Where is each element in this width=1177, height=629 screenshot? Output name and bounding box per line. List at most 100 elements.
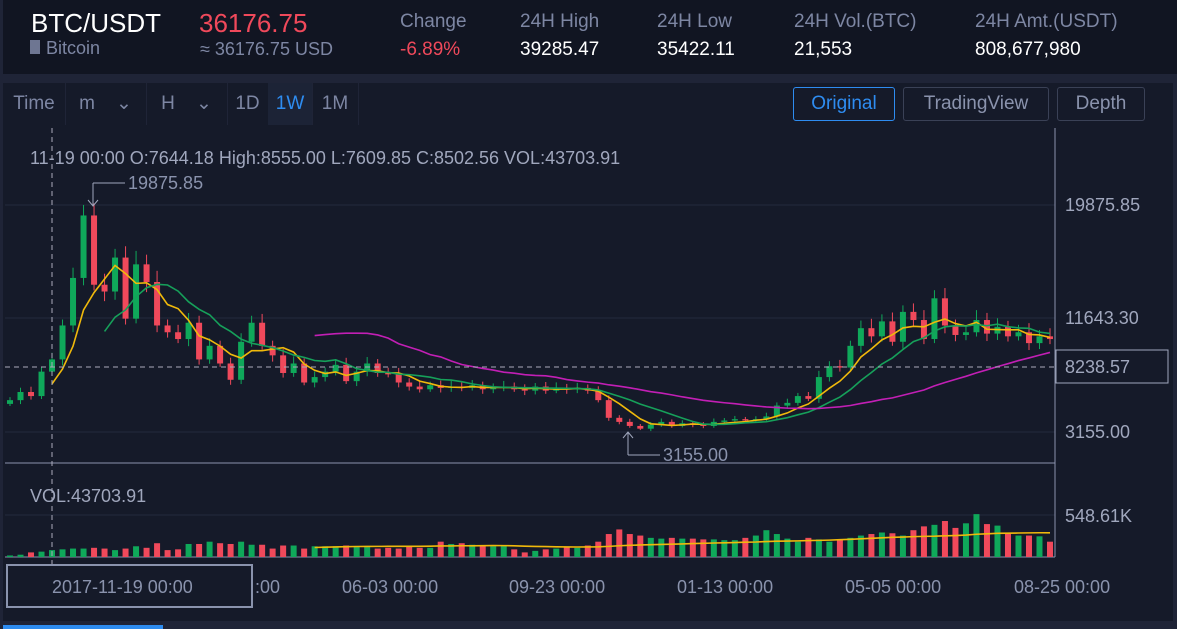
candle — [374, 363, 381, 373]
candle — [952, 325, 959, 335]
volume-bar — [668, 537, 675, 557]
volume-bar — [38, 551, 45, 557]
volume-bar — [899, 535, 906, 557]
candle — [700, 424, 707, 426]
ma-mid-line — [103, 283, 1051, 426]
volume-bar — [437, 541, 444, 557]
volume-bar — [910, 530, 917, 557]
candle — [164, 325, 171, 333]
volume-bar — [500, 545, 507, 557]
price-tick: 3155.00 — [1065, 422, 1130, 442]
candle — [721, 420, 728, 422]
volume-bar — [133, 546, 140, 557]
candle — [763, 416, 770, 420]
price-tick: 19875.85 — [1065, 195, 1140, 215]
volume-bar — [1015, 535, 1022, 557]
view-original-button[interactable]: Original — [793, 87, 895, 121]
volume-bar — [689, 538, 696, 557]
amt-value: 808,677,980 — [975, 39, 1081, 60]
candle — [280, 355, 287, 373]
high-label: 24H High — [520, 11, 600, 32]
hour-dropdown[interactable]: H ⌄ — [146, 83, 228, 125]
volume-bar — [962, 523, 969, 557]
low-value: 35422.11 — [657, 39, 735, 60]
volume-bar — [374, 548, 381, 557]
volume-bar — [395, 548, 402, 557]
candle — [1047, 336, 1053, 340]
volume-bar — [458, 543, 465, 557]
ticker-header: BTC/USDT Bitcoin 36176.75 ≈ 36176.75 USD… — [3, 0, 1177, 74]
interval-1m[interactable]: 1M — [312, 83, 359, 125]
view-tradingview-button[interactable]: TradingView — [903, 87, 1049, 121]
candle — [101, 284, 108, 292]
volume-bar — [679, 538, 686, 557]
hour-label: H — [161, 93, 175, 114]
volume-bar — [721, 540, 728, 557]
volume-bar — [511, 549, 518, 557]
volume-bar — [80, 548, 87, 557]
volume-bar — [637, 535, 644, 557]
crosshair-time: 2017-11-19 00:00 — [52, 577, 193, 597]
coin-name[interactable]: Bitcoin — [30, 38, 100, 59]
minute-dropdown[interactable]: m ⌄ — [65, 83, 147, 125]
candle — [490, 387, 497, 390]
volume-bar — [427, 547, 434, 557]
ohlc-info: 11-19 00:00 O:7644.18 High:8555.00 L:760… — [30, 148, 620, 168]
vol-label: 24H Vol.(BTC) — [794, 11, 917, 32]
coin-info-icon — [30, 40, 40, 54]
volume-bar — [1004, 532, 1011, 557]
candle — [836, 366, 843, 368]
volume-bar — [857, 535, 864, 557]
candle — [154, 282, 161, 326]
interval-1w[interactable]: 1W — [268, 83, 313, 125]
candle — [395, 374, 402, 383]
view-depth-button[interactable]: Depth — [1057, 87, 1145, 121]
volume-bar — [658, 538, 665, 557]
volume-bar — [994, 525, 1001, 557]
candle — [626, 421, 633, 426]
volume-bar — [17, 554, 24, 557]
volume-bar — [227, 543, 234, 557]
price-tick: 11643.30 — [1065, 308, 1139, 328]
volume-bar — [1036, 536, 1043, 557]
candle — [595, 390, 602, 401]
volume-bar — [584, 545, 591, 557]
candle — [605, 400, 612, 418]
chevron-down-icon: ⌄ — [116, 93, 132, 114]
volume-bar — [238, 541, 245, 557]
time-tick: 06-03 00:00 — [342, 577, 438, 597]
volume-bar — [112, 550, 119, 557]
volume-bar — [973, 514, 980, 557]
volume-bar — [91, 547, 98, 557]
volume-bar — [647, 537, 654, 557]
candle — [931, 298, 938, 340]
candle — [353, 371, 360, 382]
volume-bar — [353, 546, 360, 557]
candle — [217, 345, 224, 364]
scroll-indicator[interactable] — [3, 625, 163, 629]
candle — [973, 320, 980, 333]
candle — [427, 385, 434, 390]
candle — [238, 341, 245, 380]
candle — [731, 419, 738, 421]
volume-bar — [742, 537, 749, 557]
time-button[interactable]: Time — [3, 83, 66, 125]
volume-bar — [175, 549, 182, 557]
candle — [1036, 336, 1043, 344]
volume-bar — [101, 548, 108, 557]
candle — [815, 377, 822, 399]
volume-bar — [700, 539, 707, 557]
volume-bar — [1047, 541, 1053, 557]
candle — [143, 264, 150, 283]
volume-bar — [983, 524, 990, 557]
candle — [941, 298, 948, 326]
candle — [805, 396, 812, 399]
min-marker-icon — [622, 431, 660, 456]
volume-bar — [1025, 535, 1032, 557]
candle — [332, 364, 339, 372]
volume-bar — [280, 545, 287, 557]
volume-bar — [563, 547, 570, 557]
pair-title: BTC/USDT — [31, 8, 161, 38]
candle — [196, 322, 203, 360]
